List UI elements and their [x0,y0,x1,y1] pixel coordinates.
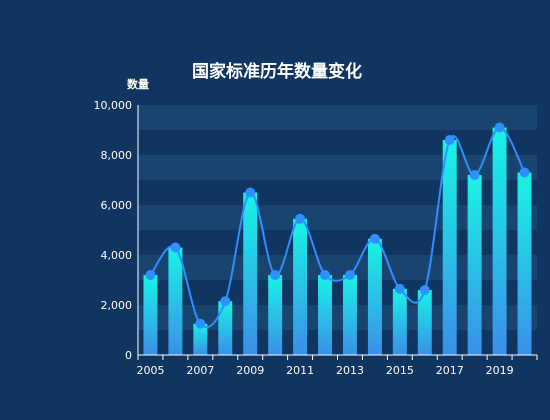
x-tick-label: 2007 [186,364,214,377]
marker-2009 [245,187,256,198]
marker-2018 [469,170,480,180]
marker-2016 [419,285,430,295]
marker-2014 [369,233,380,244]
marker-2007 [195,318,206,329]
y-tick-label: 0 [125,349,132,362]
marker-2005 [145,270,156,280]
marker-2008 [220,296,231,307]
marker-2020 [519,167,530,178]
bar-2019 [492,127,507,355]
x-tick-label: 2019 [486,364,514,377]
bar-2005 [143,275,158,355]
bar-2018 [467,175,482,355]
axes [137,105,538,360]
marker-2015 [394,283,405,294]
marker-2011 [295,213,306,224]
bar-2008 [218,301,233,355]
y-tick-label: 6,000 [101,199,133,212]
y-axis-label: 数量 [127,77,149,91]
marker-2013 [344,270,355,280]
y-tick-label: 8,000 [101,149,133,162]
x-axis-ticks: 2005 2007 2009 2011 2013 2015 2017 2019 [136,364,513,377]
bar-2010 [268,275,283,355]
bar-2012 [318,275,333,355]
bar-2011 [293,218,308,355]
x-tick-label: 2009 [236,364,264,377]
y-tick-label: 4,000 [101,249,133,262]
trend-line [149,126,526,329]
x-tick-label: 2011 [286,364,314,377]
markers [145,122,530,329]
y-axis-ticks: 0 2,000 4,000 6,000 8,000 10,000 [94,99,133,362]
bar-2016 [417,290,432,355]
chart-title: 国家标准历年数量变化 [192,61,362,82]
x-tick-label: 2015 [386,364,414,377]
marker-2006 [170,242,181,253]
marker-2012 [320,270,331,280]
grid-band [138,105,537,130]
x-tick-label: 2017 [436,364,464,377]
bars [143,127,532,355]
y-tick-label: 2,000 [101,299,133,312]
bar-2015 [392,288,407,355]
bar-2020 [517,172,532,355]
y-tick-label: 10,000 [94,99,133,112]
marker-2019 [494,122,505,133]
bar-2007 [193,323,208,355]
trend-line-path [149,126,526,329]
x-tick-label: 2005 [136,364,164,377]
bar-2014 [367,238,382,355]
bar-2017 [442,140,457,355]
bar-2013 [342,275,357,355]
marker-2017 [444,135,455,145]
bar-2006 [168,247,183,355]
x-tick-label: 2013 [336,364,364,377]
marker-2010 [270,270,281,280]
bar-2009 [243,192,258,355]
